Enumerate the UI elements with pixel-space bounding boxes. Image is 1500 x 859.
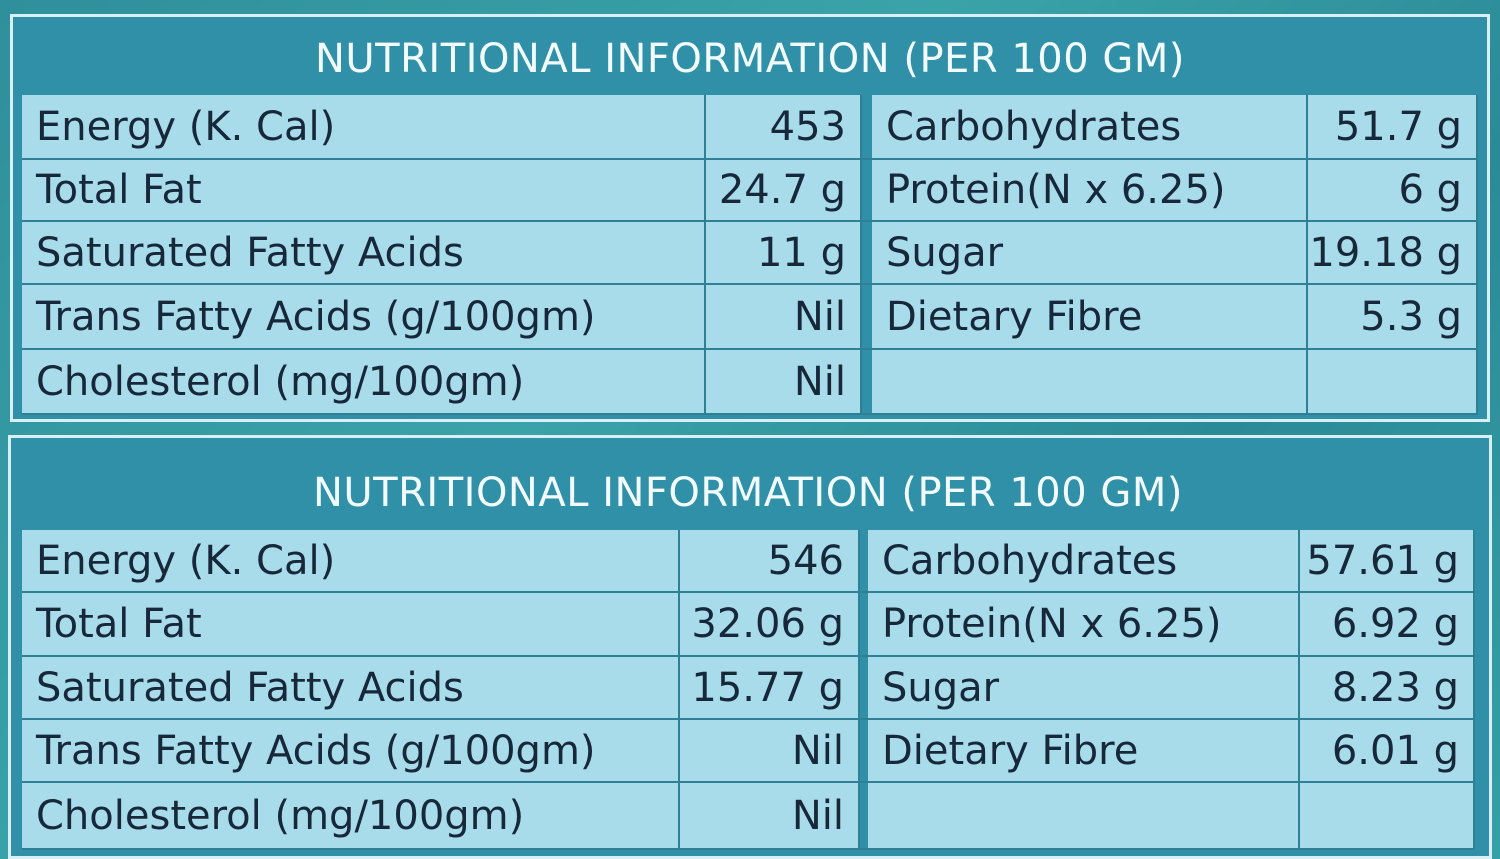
nutrient-name: Total Fat (22, 593, 680, 657)
nutrient-value: 24.7 g (706, 160, 862, 222)
empty-cell (1300, 783, 1475, 850)
nutrient-name: Dietary Fibre (868, 720, 1300, 783)
nutrient-name: Energy (K. Cal) (22, 530, 680, 593)
nutrient-name: Cholesterol (mg/100gm) (22, 783, 680, 850)
nutrient-name: Saturated Fatty Acids (22, 222, 706, 285)
nutrient-value: 51.7 g (1308, 95, 1478, 160)
nutrient-name: Protein(N x 6.25) (872, 160, 1308, 222)
nutrient-value: Nil (680, 783, 860, 850)
table-title: NUTRITIONAL INFORMATION (PER 100 GM) (312, 469, 1184, 516)
nutrient-name: Dietary Fibre (872, 285, 1308, 350)
nutrient-value: 453 (706, 95, 862, 160)
nutrient-name: Carbohydrates (868, 530, 1300, 593)
nutrient-value: 11 g (706, 222, 862, 285)
nutrient-name: Total Fat (22, 160, 706, 222)
nutrient-name: Trans Fatty Acids (g/100gm) (22, 285, 706, 350)
nutrient-value: 19.18 g (1308, 222, 1478, 285)
nutrient-value: Nil (680, 720, 860, 783)
nutrient-value: 57.61 g (1300, 530, 1475, 593)
nutrient-value: 6.01 g (1300, 720, 1475, 783)
nutrient-name: Trans Fatty Acids (g/100gm) (22, 720, 680, 783)
nutrient-name: Sugar (872, 222, 1308, 285)
nutrient-name: Sugar (868, 657, 1300, 720)
nutrient-value: Nil (706, 285, 862, 350)
empty-cell (872, 350, 1308, 415)
nutrient-value: 15.77 g (680, 657, 860, 720)
table-title: NUTRITIONAL INFORMATION (PER 100 GM) (314, 35, 1186, 82)
nutrient-name: Cholesterol (mg/100gm) (22, 350, 706, 415)
nutrient-name: Protein(N x 6.25) (868, 593, 1300, 657)
nutrient-name: Saturated Fatty Acids (22, 657, 680, 720)
empty-cell (868, 783, 1300, 850)
nutrient-value: 6.92 g (1300, 593, 1475, 657)
empty-cell (1308, 350, 1478, 415)
nutrient-name: Energy (K. Cal) (22, 95, 706, 160)
nutrient-value: 5.3 g (1308, 285, 1478, 350)
nutrient-value: 546 (680, 530, 860, 593)
nutrient-value: Nil (706, 350, 862, 415)
nutrient-value: 8.23 g (1300, 657, 1475, 720)
nutrient-value: 32.06 g (680, 593, 860, 657)
nutrient-value: 6 g (1308, 160, 1478, 222)
nutrient-name: Carbohydrates (872, 95, 1308, 160)
